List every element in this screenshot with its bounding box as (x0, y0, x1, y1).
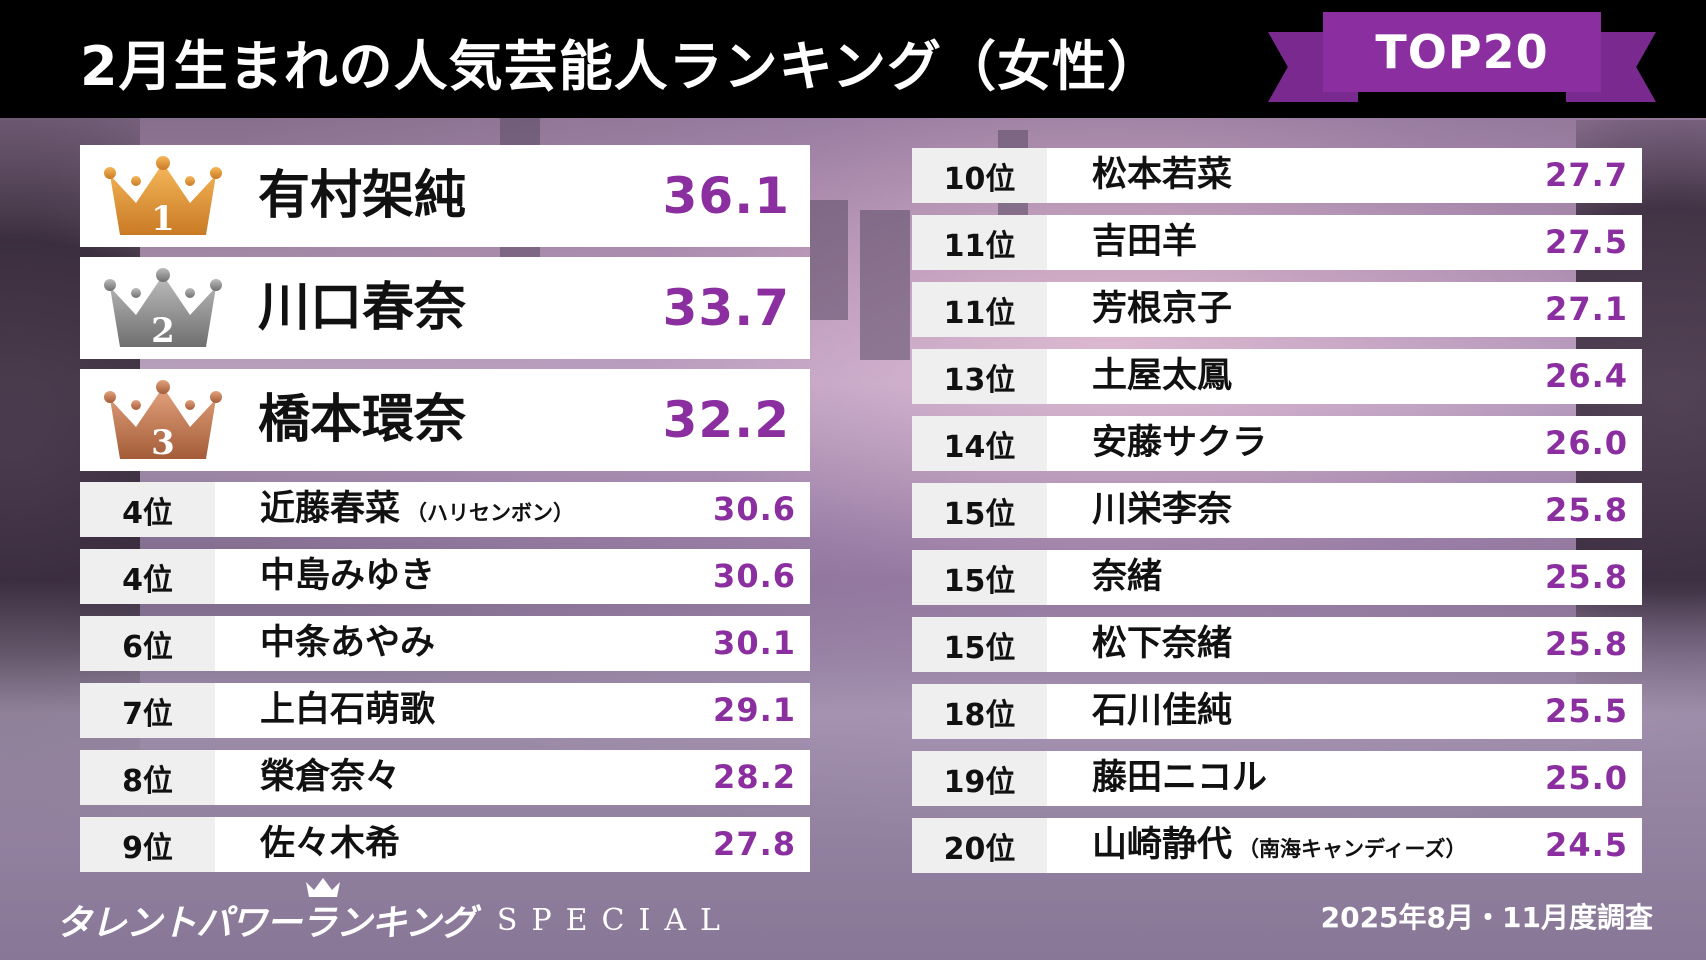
rank-label: 15位 (912, 483, 1047, 538)
score-value: 27.5 (1545, 223, 1628, 261)
rank-row-2: 2 川口春奈 33.7 (80, 257, 810, 359)
celebrity-name: 奈緒 (1092, 557, 1163, 597)
score-value: 26.0 (1545, 424, 1628, 462)
top20-ribbon: TOP20 (1268, 12, 1656, 112)
page-title: 2月生まれの人気芸能人ランキング（女性） (80, 35, 1162, 98)
rank-1-name: 有村架純 (258, 166, 467, 226)
score-value: 30.6 (713, 490, 796, 528)
rank-label: 9位 (80, 817, 215, 872)
rank-label: 8位 (80, 750, 215, 805)
celebrity-name: 石川佳純 (1092, 691, 1233, 731)
ranking-row: 15位 松下奈緒 25.8 (912, 617, 1642, 672)
score-value: 25.8 (1545, 491, 1628, 529)
score-value: 30.1 (713, 624, 796, 662)
score-value: 29.1 (713, 691, 796, 729)
score-value: 25.5 (1545, 692, 1628, 730)
celebrity-name: 山崎静代 （南海キャンディーズ） (1092, 825, 1467, 865)
ranking-row: 11位 吉田羊 27.5 (912, 215, 1642, 270)
score-value: 27.7 (1545, 156, 1628, 194)
silver-crown-2-icon: 2 (104, 268, 222, 351)
celebrity-name: 榮倉奈々 (260, 757, 401, 797)
score-value: 28.2 (713, 758, 796, 796)
footer-logo: タレントパワーランキング SPECIAL (56, 878, 734, 950)
logo-special: SPECIAL (496, 902, 734, 938)
celebrity-name: 中島みゆき (260, 556, 436, 596)
rank-label: 19位 (912, 751, 1047, 806)
ranking-row: 4位 近藤春菜 （ハリセンボン） 30.6 (80, 482, 810, 537)
celebrity-name: 藤田ニコル (1092, 758, 1268, 798)
score-value: 25.8 (1545, 625, 1628, 663)
rank-label: 7位 (80, 683, 215, 738)
ranking-row: 15位 川栄李奈 25.8 (912, 483, 1642, 538)
celebrity-name: 中条あやみ (260, 623, 436, 663)
ranking-row: 7位 上白石萌歌 29.1 (80, 683, 810, 738)
ranking-row: 14位 安藤サクラ 26.0 (912, 416, 1642, 471)
rank-label: 11位 (912, 282, 1047, 337)
rank-2-score: 33.7 (662, 279, 790, 337)
ranking-row: 18位 石川佳純 25.5 (912, 684, 1642, 739)
score-value: 27.1 (1545, 290, 1628, 328)
ranking-row: 13位 土屋太鳳 26.4 (912, 349, 1642, 404)
rank-label: 10位 (912, 148, 1047, 203)
rank-3-name: 橋本環奈 (258, 390, 467, 450)
celebrity-name: 土屋太鳳 (1092, 356, 1233, 396)
score-value: 25.0 (1545, 759, 1628, 797)
header-bar: 2月生まれの人気芸能人ランキング（女性） TOP20 (0, 0, 1706, 118)
group-note: （ハリセンボン） (406, 501, 575, 525)
rank-2-name: 川口春奈 (258, 278, 467, 338)
rank-label: 4位 (80, 482, 215, 537)
svg-text:3: 3 (151, 423, 175, 463)
celebrity-name: 上白石萌歌 (260, 690, 436, 730)
rank-label: 13位 (912, 349, 1047, 404)
score-value: 27.8 (713, 825, 796, 863)
rank-label: 14位 (912, 416, 1047, 471)
ranking-row: 15位 奈緒 25.8 (912, 550, 1642, 605)
ribbon-label: TOP20 (1375, 25, 1549, 79)
bronze-crown-3-icon: 3 (104, 380, 222, 463)
group-note: （南海キャンディーズ） (1238, 837, 1467, 861)
score-value: 24.5 (1545, 826, 1628, 864)
ranking-row: 9位 佐々木希 27.8 (80, 817, 810, 872)
rank-label: 20位 (912, 818, 1047, 873)
celebrity-name: 芳根京子 (1092, 289, 1233, 329)
score-value: 25.8 (1545, 558, 1628, 596)
ribbon-banner: TOP20 (1323, 12, 1601, 92)
rank-row-3: 3 橋本環奈 32.2 (80, 369, 810, 471)
rank-label: 4位 (80, 549, 215, 604)
ranking-row: 6位 中条あやみ 30.1 (80, 616, 810, 671)
ranking-row: 20位 山崎静代 （南海キャンディーズ） 24.5 (912, 818, 1642, 873)
celebrity-name: 佐々木希 (260, 824, 401, 864)
celebrity-name: 松下奈緒 (1092, 624, 1233, 664)
ranking-row: 19位 藤田ニコル 25.0 (912, 751, 1642, 806)
rank-label: 11位 (912, 215, 1047, 270)
ranking-row: 8位 榮倉奈々 28.2 (80, 750, 810, 805)
rank-label: 6位 (80, 616, 215, 671)
logo-crown-icon (306, 878, 340, 897)
rank-3-score: 32.2 (662, 391, 790, 449)
svg-text:2: 2 (151, 311, 175, 351)
score-value: 26.4 (1545, 357, 1628, 395)
rank-label: 15位 (912, 550, 1047, 605)
survey-date: 2025年8月・11月度調査 (1320, 901, 1653, 934)
score-value: 30.6 (713, 557, 796, 595)
gold-crown-1-icon: 1 (104, 156, 222, 239)
ranking-row: 11位 芳根京子 27.1 (912, 282, 1642, 337)
celebrity-name: 吉田羊 (1092, 222, 1198, 262)
ranking-row: 10位 松本若菜 27.7 (912, 148, 1642, 203)
logo-text: タレントパワーランキング (56, 903, 476, 944)
rank-row-1: 1 有村架純 36.1 (80, 145, 810, 247)
ranking-row: 4位 中島みゆき 30.6 (80, 549, 810, 604)
celebrity-name: 松本若菜 (1092, 155, 1233, 195)
rank-1-score: 36.1 (662, 167, 790, 225)
celebrity-name: 近藤春菜 （ハリセンボン） (260, 489, 575, 529)
rank-label: 18位 (912, 684, 1047, 739)
celebrity-name: 川栄李奈 (1092, 490, 1233, 530)
rank-label: 15位 (912, 617, 1047, 672)
svg-text:1: 1 (151, 199, 175, 239)
celebrity-name: 安藤サクラ (1092, 423, 1268, 463)
